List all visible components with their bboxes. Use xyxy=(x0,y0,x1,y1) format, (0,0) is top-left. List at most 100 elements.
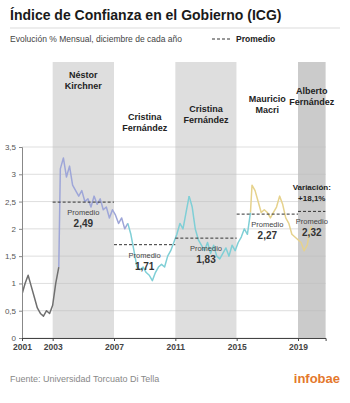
period-name-line: Fernández xyxy=(122,123,168,133)
x-tick-label: 2003 xyxy=(44,342,63,352)
period-band xyxy=(175,62,236,338)
grid-line xyxy=(22,201,326,202)
average-labels: Promedio2,49Promedio1,71Promedio1,83Prom… xyxy=(67,183,331,271)
series-line xyxy=(22,267,59,316)
grid-line xyxy=(22,283,326,284)
average-title: Promedio xyxy=(129,251,161,260)
y-tick-mark xyxy=(19,283,22,284)
period-name-line: Cristina xyxy=(128,112,163,122)
average-title: Promedio xyxy=(296,217,328,226)
x-tick: 2011 xyxy=(167,338,186,352)
period-name-line: Fernández xyxy=(183,115,229,125)
y-tick-label: 1,5 xyxy=(5,252,17,261)
grid-line xyxy=(22,310,326,311)
y-tick: 2,5 xyxy=(5,198,22,207)
average-value-label: 1,71 xyxy=(135,261,155,272)
x-tick-mark xyxy=(237,338,238,341)
y-tick-label: 3,5 xyxy=(5,143,17,152)
x-tick-label: 2007 xyxy=(105,342,124,352)
x-tick: 2015 xyxy=(228,338,247,352)
y-tick-mark xyxy=(19,256,22,257)
y-tick-mark xyxy=(19,311,22,312)
plot-data xyxy=(22,158,326,316)
grid-line xyxy=(22,256,326,257)
x-tick-label: 2015 xyxy=(228,342,247,352)
average-value-label: 2,27 xyxy=(258,230,278,241)
average-title: Promedio xyxy=(251,220,283,229)
legend-swatch xyxy=(212,39,232,40)
x-tick: 2001 xyxy=(13,338,32,352)
y-tick: 0,5 xyxy=(5,307,22,316)
series-line xyxy=(128,196,189,281)
period-name: CristinaFernández xyxy=(183,104,229,125)
y-tick-mark xyxy=(19,229,22,230)
y-tick: 3,5 xyxy=(5,143,22,152)
y-tick-label: 2,5 xyxy=(5,198,17,207)
y-axis: 00,511,522,533,5 xyxy=(5,143,23,343)
series-line xyxy=(59,158,128,267)
series-line xyxy=(189,196,250,259)
average-value-label: 2,32 xyxy=(302,227,322,238)
y-tick: 1 xyxy=(12,279,22,288)
x-tick-mark xyxy=(53,338,54,341)
average-title: Promedio xyxy=(190,244,222,253)
y-axis-line xyxy=(19,148,23,339)
period-bands xyxy=(53,62,326,338)
chart-container: NéstorKirchnerCristinaFernándezCristinaF… xyxy=(0,0,350,403)
period-name-line: Kirchner xyxy=(65,81,103,91)
x-axis: 2001 2003 2007 2011 2015 2019 xyxy=(13,338,326,352)
y-tick-mark xyxy=(19,147,22,148)
y-tick: 2 xyxy=(12,225,22,234)
chart-svg: NéstorKirchnerCristinaFernándezCristinaF… xyxy=(0,0,350,403)
x-tick-mark xyxy=(22,338,23,341)
x-tick-label: 2001 xyxy=(13,342,32,352)
average-line xyxy=(237,214,298,215)
title-rule xyxy=(10,28,340,29)
grid-line xyxy=(22,147,326,148)
x-tick-label: 2011 xyxy=(167,342,186,352)
y-tick-label: 0,5 xyxy=(5,307,17,316)
grid xyxy=(22,147,326,338)
x-tick: 2007 xyxy=(105,338,124,352)
title: Índice de Confianza en el Gobierno (ICG) xyxy=(10,7,281,23)
period-name: MauricioMacri xyxy=(249,94,287,115)
variation-title: Variación: xyxy=(293,183,331,192)
y-tick-mark xyxy=(19,338,22,339)
average-value-label: 2,49 xyxy=(74,218,94,229)
y-tick-label: 1 xyxy=(12,279,17,288)
period-name-line: Fernández xyxy=(289,97,335,107)
average-line xyxy=(114,244,175,245)
period-band xyxy=(114,62,175,338)
y-tick-mark xyxy=(19,202,22,203)
average-line xyxy=(175,238,236,239)
y-tick-mark xyxy=(19,174,22,175)
period-name-line: Alberto xyxy=(296,86,328,96)
x-tick-mark xyxy=(175,338,176,341)
variation-label: +18,1% xyxy=(298,194,325,203)
x-tick-mark xyxy=(298,338,299,341)
period-name-line: Macri xyxy=(256,105,280,115)
subtitle: Evolución % Mensual, diciembre de cada a… xyxy=(10,34,182,44)
x-tick: 2019 xyxy=(289,338,308,352)
period-name-line: Néstor xyxy=(69,70,98,80)
average-line xyxy=(298,211,326,212)
logo: infobae xyxy=(294,371,340,386)
x-tick-label: 2019 xyxy=(289,342,308,352)
period-names: NéstorKirchnerCristinaFernándezCristinaF… xyxy=(65,70,335,133)
period-name: AlbertoFernández xyxy=(289,86,335,107)
x-tick-mark xyxy=(114,338,115,341)
average-title: Promedio xyxy=(67,208,99,217)
period-name-line: Cristina xyxy=(189,104,224,114)
x-axis-line xyxy=(23,339,327,342)
period-name-line: Mauricio xyxy=(249,94,287,104)
y-tick-label: 3 xyxy=(12,170,17,179)
legend-label: Promedio xyxy=(236,34,275,44)
period-band xyxy=(53,62,114,338)
y-tick-label: 2 xyxy=(12,225,17,234)
y-tick: 3 xyxy=(12,170,22,179)
y-tick: 1,5 xyxy=(5,252,22,261)
x-tick: 2003 xyxy=(44,338,63,352)
average-value-label: 1,83 xyxy=(196,254,216,265)
average-line xyxy=(53,202,114,203)
source: Fuente: Universidad Torcuato Di Tella xyxy=(10,374,159,384)
